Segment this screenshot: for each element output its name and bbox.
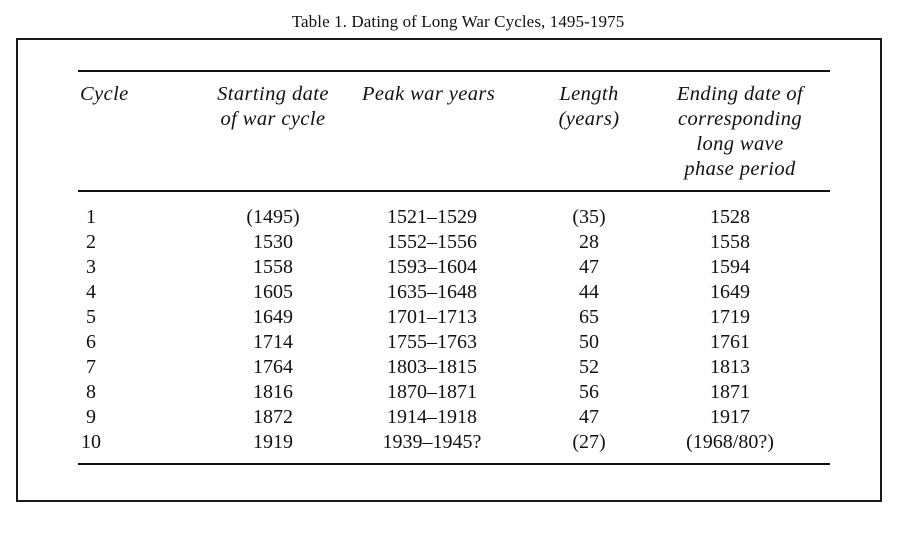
header-ending-date: Ending date of corresponding long wave p… — [660, 82, 820, 182]
table-row: 8 1816 1870–1871 56 1871 — [0, 380, 916, 405]
table-frame — [16, 38, 882, 502]
header-length-line-1: Length — [559, 83, 619, 105]
table-row: 4 1605 1635–1648 44 1649 — [0, 280, 916, 305]
starting-date-cell: 1919 — [253, 431, 293, 453]
cycle-cell: 2 — [86, 231, 96, 253]
starting-date-cell: 1764 — [253, 356, 293, 378]
header-length: Length (years) — [550, 82, 628, 132]
header-ending-date-line-2: corresponding — [677, 108, 803, 130]
cycle-cell: 6 — [86, 331, 96, 353]
table-row: 5 1649 1701–1713 65 1719 — [0, 305, 916, 330]
peak-war-years-cell: 1803–1815 — [387, 356, 477, 378]
ending-date-cell: 1649 — [710, 281, 750, 303]
header-starting-date-line-1: Starting date — [217, 83, 329, 105]
starting-date-cell: 1872 — [253, 406, 293, 428]
length-cell: 52 — [579, 356, 599, 378]
length-cell: 28 — [579, 231, 599, 253]
header-starting-date: Starting date of war cycle — [208, 82, 338, 132]
cycle-cell: 10 — [81, 431, 101, 453]
cycle-cell: 7 — [86, 356, 96, 378]
length-cell: 65 — [579, 306, 599, 328]
cycle-cell: 8 — [86, 381, 96, 403]
cycle-cell: 1 — [86, 206, 96, 228]
peak-war-years-cell: 1701–1713 — [387, 306, 477, 328]
table-title: Table 1. Dating of Long War Cycles, 1495… — [291, 12, 625, 31]
starting-date-cell: (1495) — [246, 206, 300, 228]
peak-war-years-cell: 1593–1604 — [387, 256, 477, 278]
peak-war-years-cell: 1755–1763 — [387, 331, 477, 353]
table-body: 1 (1495) 1521–1529 (35) 1528 2 1530 1552… — [0, 205, 916, 455]
ending-date-cell: (1968/80?) — [686, 431, 774, 453]
length-cell: (27) — [572, 431, 606, 453]
header-ending-date-line-4: phase period — [684, 158, 796, 180]
starting-date-cell: 1649 — [253, 306, 293, 328]
ending-date-cell: 1528 — [710, 206, 750, 228]
starting-date-cell: 1605 — [253, 281, 293, 303]
header-starting-date-line-2: of war cycle — [220, 108, 326, 130]
table-row: 7 1764 1803–1815 52 1813 — [0, 355, 916, 380]
table-row: 1 (1495) 1521–1529 (35) 1528 — [0, 205, 916, 230]
ending-date-cell: 1594 — [710, 256, 750, 278]
peak-war-years-cell: 1870–1871 — [387, 381, 477, 403]
table-row: 9 1872 1914–1918 47 1917 — [0, 405, 916, 430]
ending-date-cell: 1761 — [710, 331, 750, 353]
peak-war-years-cell: 1552–1556 — [387, 231, 477, 253]
table-row: 10 1919 1939–1945? (27) (1968/80?) — [0, 430, 916, 455]
table-row: 6 1714 1755–1763 50 1761 — [0, 330, 916, 355]
ending-date-cell: 1558 — [710, 231, 750, 253]
ending-date-cell: 1871 — [710, 381, 750, 403]
length-cell: 44 — [579, 281, 599, 303]
header-cycle-line: Cycle — [80, 83, 129, 105]
starting-date-cell: 1714 — [253, 331, 293, 353]
length-cell: 47 — [579, 406, 599, 428]
header-rule — [78, 190, 830, 192]
cycle-cell: 3 — [86, 256, 96, 278]
bottom-rule — [78, 463, 830, 465]
top-rule — [78, 70, 830, 72]
ending-date-cell: 1917 — [710, 406, 750, 428]
peak-war-years-cell: 1939–1945? — [382, 431, 482, 453]
length-cell: 50 — [579, 331, 599, 353]
peak-war-years-cell: 1914–1918 — [387, 406, 477, 428]
peak-war-years-cell: 1635–1648 — [387, 281, 477, 303]
header-peak-war-years-line: Peak war years — [362, 83, 496, 105]
cycle-cell: 5 — [86, 306, 96, 328]
header-cycle: Cycle — [80, 82, 129, 107]
cycle-cell: 4 — [86, 281, 96, 303]
table-row: 3 1558 1593–1604 47 1594 — [0, 255, 916, 280]
header-ending-date-line-1: Ending date of — [676, 83, 804, 105]
ending-date-cell: 1813 — [710, 356, 750, 378]
cycle-cell: 9 — [86, 406, 96, 428]
length-cell: (35) — [572, 206, 606, 228]
starting-date-cell: 1816 — [253, 381, 293, 403]
table-row: 2 1530 1552–1556 28 1558 — [0, 230, 916, 255]
header-peak-war-years: Peak war years — [362, 82, 495, 107]
ending-date-cell: 1719 — [710, 306, 750, 328]
header-ending-date-line-3: long wave — [696, 133, 784, 155]
peak-war-years-cell: 1521–1529 — [387, 206, 477, 228]
starting-date-cell: 1558 — [253, 256, 293, 278]
header-length-line-2: (years) — [558, 108, 620, 130]
length-cell: 47 — [579, 256, 599, 278]
starting-date-cell: 1530 — [253, 231, 293, 253]
length-cell: 56 — [579, 381, 599, 403]
